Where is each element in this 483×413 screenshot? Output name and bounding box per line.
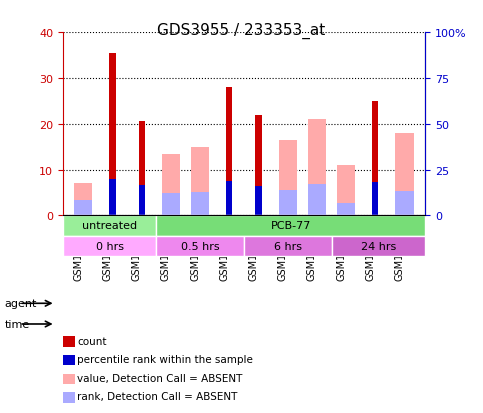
Text: agent: agent bbox=[5, 299, 37, 309]
Bar bbox=[372, 183, 379, 216]
Bar bbox=[256, 115, 262, 216]
Bar bbox=[63, 236, 156, 256]
Bar bbox=[372, 102, 379, 216]
Bar bbox=[109, 54, 115, 216]
Bar bbox=[63, 216, 156, 236]
Bar bbox=[109, 179, 115, 216]
Bar bbox=[156, 236, 244, 256]
Text: time: time bbox=[5, 319, 30, 329]
Bar bbox=[279, 140, 297, 216]
Bar bbox=[226, 182, 232, 216]
Text: rank, Detection Call = ABSENT: rank, Detection Call = ABSENT bbox=[77, 392, 238, 401]
Text: value, Detection Call = ABSENT: value, Detection Call = ABSENT bbox=[77, 373, 242, 383]
Bar bbox=[396, 133, 414, 216]
Bar bbox=[308, 185, 326, 216]
Bar bbox=[308, 120, 326, 216]
Text: 0 hrs: 0 hrs bbox=[96, 241, 124, 251]
Text: PCB-77: PCB-77 bbox=[270, 221, 311, 231]
Bar bbox=[226, 88, 232, 216]
Bar bbox=[337, 166, 355, 216]
Bar bbox=[396, 191, 414, 216]
Text: 6 hrs: 6 hrs bbox=[274, 241, 302, 251]
Bar bbox=[139, 186, 145, 216]
Text: untreated: untreated bbox=[82, 221, 137, 231]
Text: count: count bbox=[77, 336, 107, 346]
Bar bbox=[63, 374, 75, 384]
Bar bbox=[256, 187, 262, 216]
Bar bbox=[162, 154, 180, 216]
Text: 24 hrs: 24 hrs bbox=[361, 241, 396, 251]
Text: 0.5 hrs: 0.5 hrs bbox=[181, 241, 219, 251]
Bar bbox=[139, 122, 145, 216]
Bar bbox=[331, 236, 425, 256]
Bar bbox=[63, 392, 75, 403]
Bar bbox=[63, 337, 75, 347]
Bar bbox=[74, 200, 92, 216]
Bar bbox=[156, 216, 425, 236]
Bar bbox=[279, 190, 297, 216]
Bar bbox=[191, 147, 209, 216]
Bar bbox=[63, 355, 75, 366]
Bar bbox=[191, 192, 209, 216]
Bar bbox=[162, 194, 180, 216]
Bar bbox=[74, 184, 92, 216]
Text: GDS3955 / 233353_at: GDS3955 / 233353_at bbox=[157, 23, 326, 39]
Bar bbox=[244, 236, 331, 256]
Bar bbox=[337, 204, 355, 216]
Text: percentile rank within the sample: percentile rank within the sample bbox=[77, 354, 253, 364]
